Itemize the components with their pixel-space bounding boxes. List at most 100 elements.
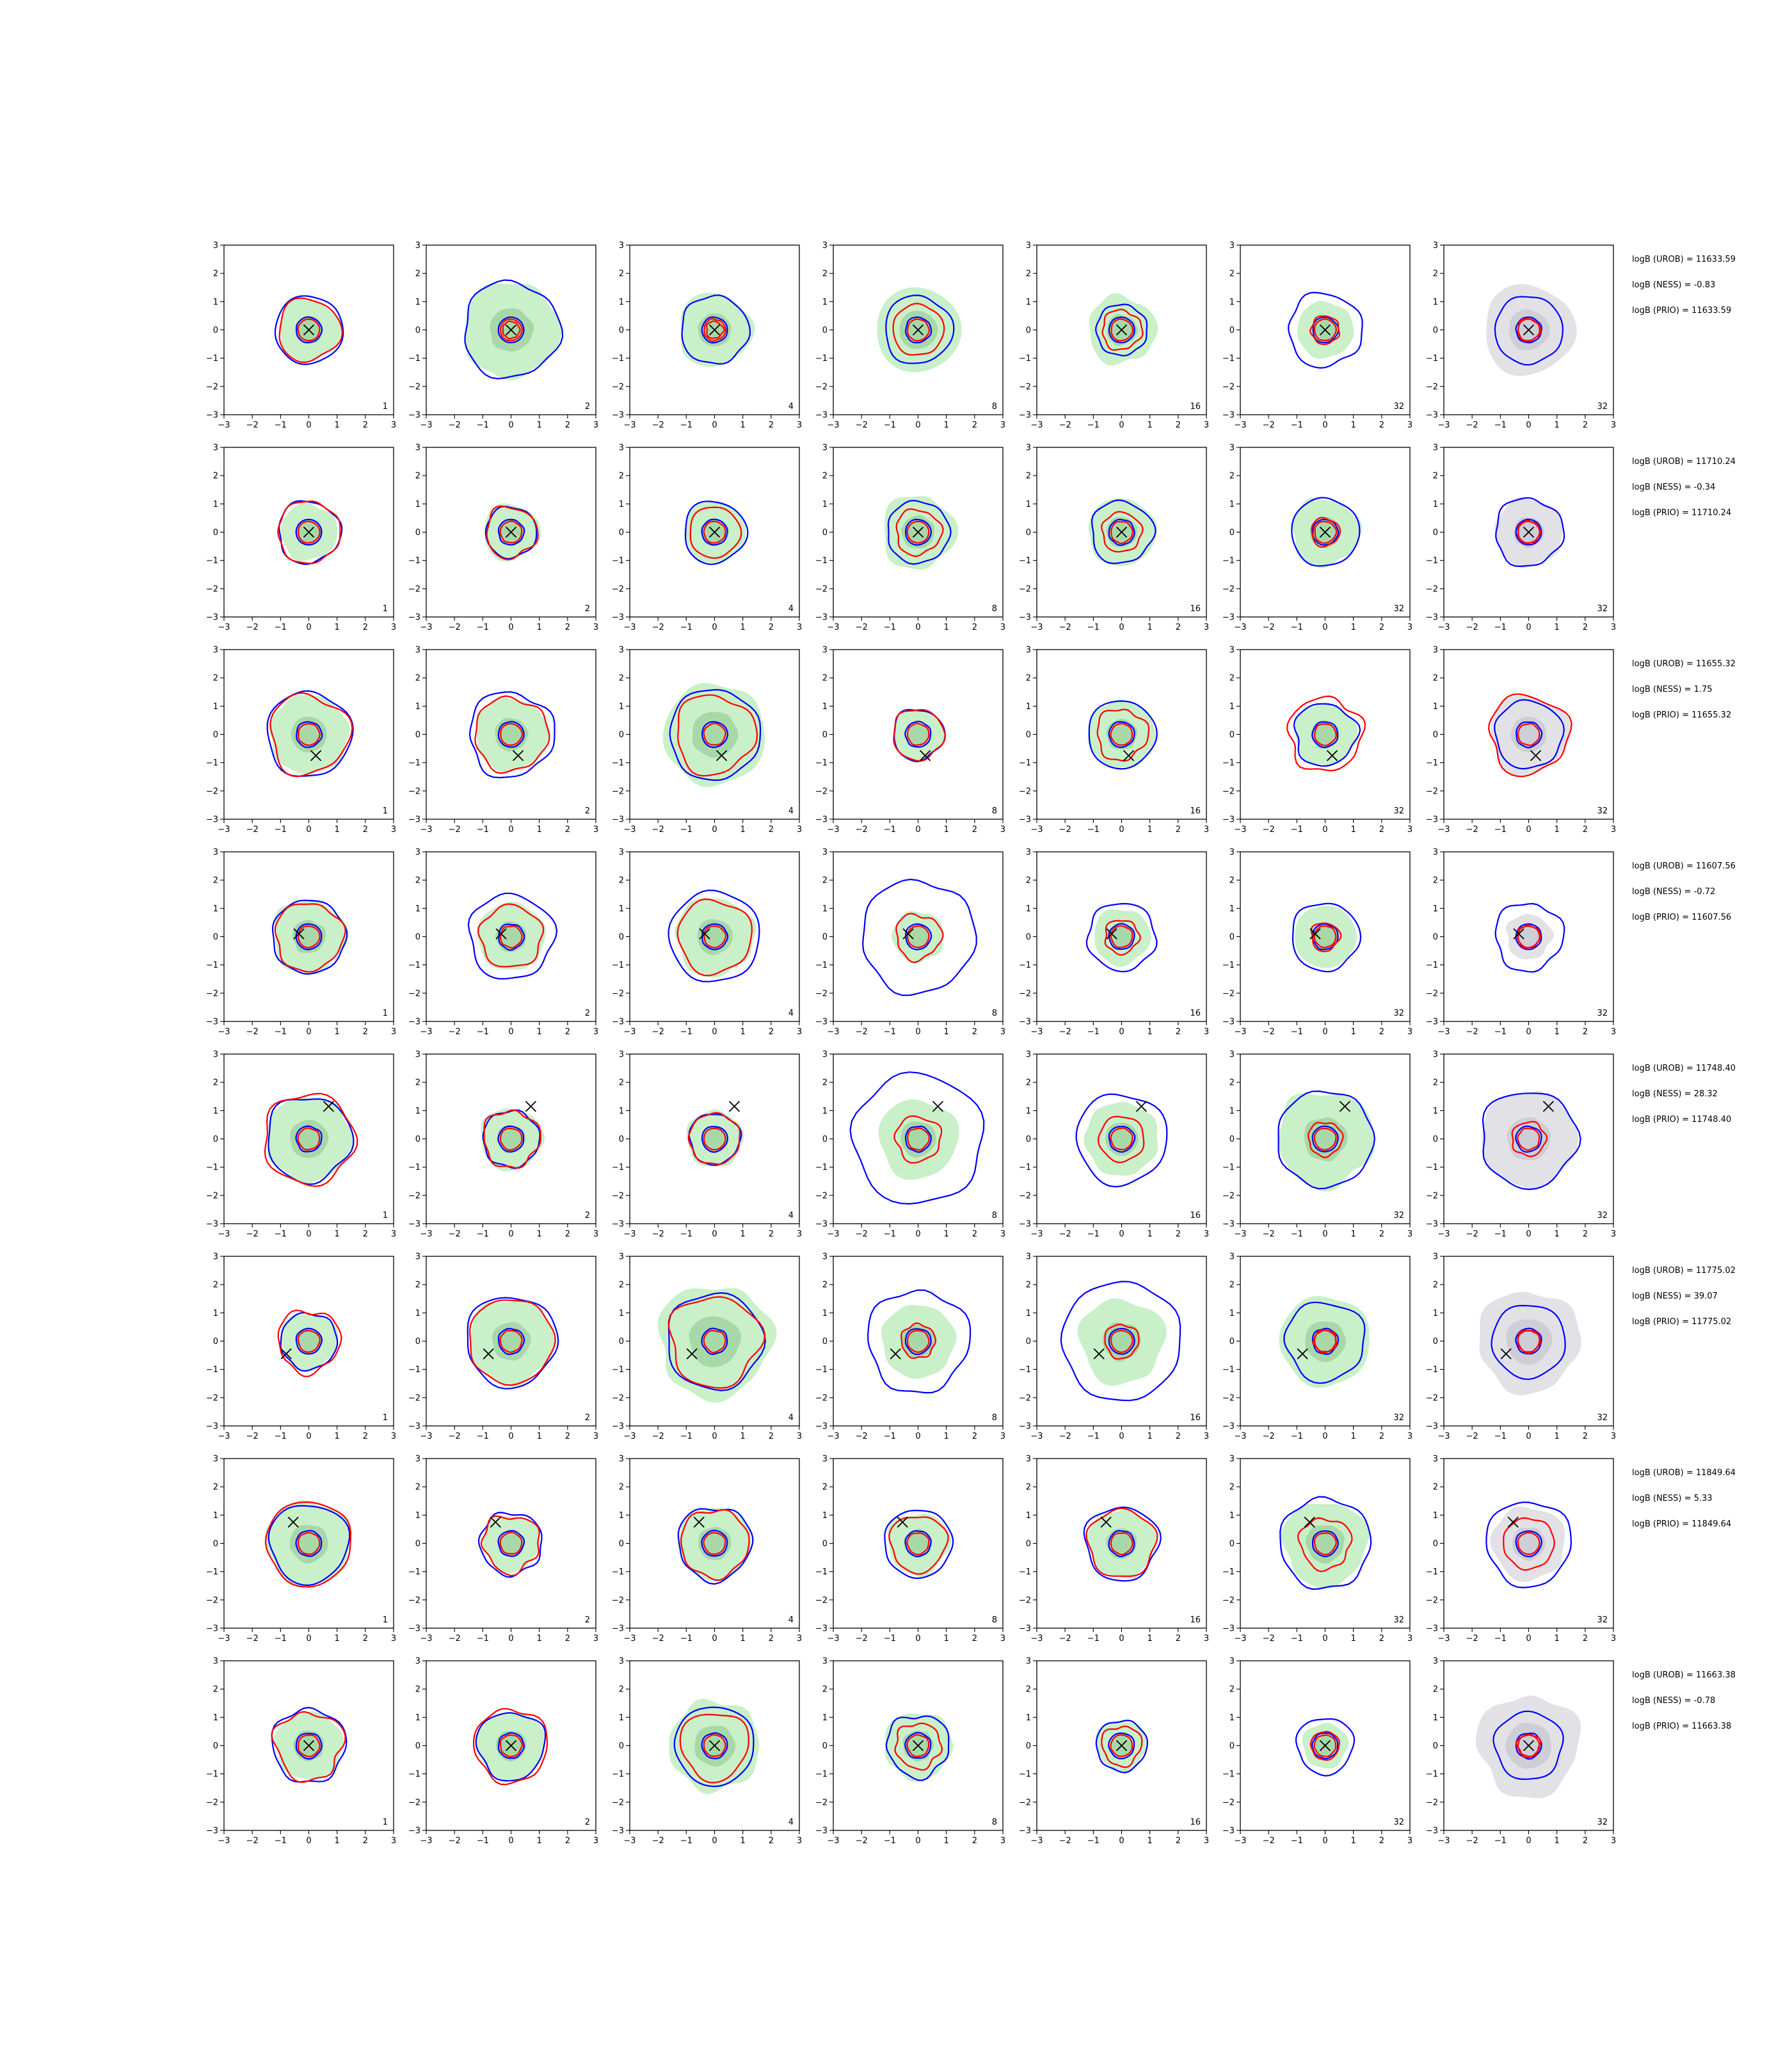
blue-contour-inner xyxy=(295,1125,323,1153)
y-tick-label: 3 xyxy=(619,1657,624,1667)
x-tick-label: 0 xyxy=(508,1432,513,1441)
blue-contour-inner xyxy=(1108,1126,1136,1153)
y-tick-label: 2 xyxy=(822,674,828,684)
y-tick-label: −1 xyxy=(206,1770,218,1779)
y-tick-label: −3 xyxy=(408,411,420,420)
blue-contour-inner xyxy=(1515,1327,1542,1355)
x-tick-label: 0 xyxy=(306,1432,311,1441)
x-tick-label: 3 xyxy=(1000,825,1005,835)
x-tick-label: 1 xyxy=(740,420,746,430)
red-contour-inner xyxy=(1313,1128,1337,1151)
y-tick-label: 2 xyxy=(1433,876,1438,886)
x-tick-label: −2 xyxy=(856,1027,868,1037)
y-tick-label: 3 xyxy=(415,646,420,655)
corner-label: 2 xyxy=(585,1413,590,1423)
y-tick-label: 2 xyxy=(1026,1685,1031,1695)
y-tick-label: 2 xyxy=(619,674,624,684)
y-tick-label: −1 xyxy=(1019,1770,1031,1779)
y-tick-label: 2 xyxy=(1026,876,1031,886)
y-tick-label: −2 xyxy=(1019,1596,1031,1605)
x-tick-label: 0 xyxy=(712,1027,717,1037)
x-tick-label: −3 xyxy=(1234,420,1246,430)
x-tick-label: 1 xyxy=(335,825,340,835)
y-tick-label: −1 xyxy=(206,556,218,566)
x-marker xyxy=(490,1516,501,1528)
x-tick-label: −3 xyxy=(1437,1836,1450,1846)
y-tick-label: −2 xyxy=(1019,382,1031,392)
blue-contour-outer xyxy=(1060,1281,1181,1402)
y-tick-label: −3 xyxy=(612,1220,624,1229)
y-tick-label: −2 xyxy=(612,1798,624,1807)
blue-contour-outer xyxy=(1288,291,1363,369)
x-tick-label: −2 xyxy=(1059,825,1071,835)
x-tick-label: 0 xyxy=(915,1836,920,1846)
x-tick-label: −1 xyxy=(275,420,287,430)
blue-contour-outer xyxy=(475,1712,547,1782)
y-tick-label: 1 xyxy=(415,702,420,712)
y-tick-label: −3 xyxy=(815,1422,828,1432)
y-tick-label: 0 xyxy=(1026,528,1031,538)
x-tick-label: 1 xyxy=(537,623,542,632)
logb-prio-label: logB (PRIO) = 11710.24 xyxy=(1632,508,1732,518)
y-tick-label: 3 xyxy=(822,1050,828,1060)
x-tick-label: 1 xyxy=(1351,1836,1356,1846)
y-tick-label: 3 xyxy=(822,1252,828,1262)
red-contour-outer xyxy=(888,1516,949,1575)
y-tick-label: −2 xyxy=(612,382,624,392)
y-tick-label: −1 xyxy=(815,354,828,364)
x-tick-label: 0 xyxy=(1322,1836,1327,1846)
y-tick-label: 1 xyxy=(1229,1107,1235,1116)
y-tick-label: −3 xyxy=(206,411,218,420)
y-tick-label: 0 xyxy=(1026,1337,1031,1347)
y-tick-label: −2 xyxy=(206,1191,218,1201)
x-tick-label: 0 xyxy=(1119,1432,1124,1441)
y-tick-label: 1 xyxy=(619,1107,624,1116)
red-contour-outer xyxy=(1297,1517,1353,1572)
x-tick-label: −3 xyxy=(1234,1027,1246,1037)
y-tick-label: 0 xyxy=(1433,1539,1438,1549)
y-tick-label: 0 xyxy=(213,1741,218,1751)
blue-contour-outer xyxy=(467,1297,559,1389)
x-tick-label: −3 xyxy=(218,623,230,632)
x-tick-label: −2 xyxy=(1059,1634,1071,1644)
red-contour-inner xyxy=(297,925,321,948)
x-tick-label: 3 xyxy=(1611,1634,1616,1644)
x-marker xyxy=(1530,749,1542,762)
x-tick-label: −2 xyxy=(652,1634,664,1644)
y-tick-label: 1 xyxy=(415,500,420,509)
x-tick-label: −3 xyxy=(218,1432,230,1441)
x-tick-label: 0 xyxy=(306,1836,311,1846)
y-tick-label: −3 xyxy=(206,613,218,623)
y-tick-label: 3 xyxy=(1433,848,1438,858)
x-tick-label: 1 xyxy=(335,1836,340,1846)
x-tick-label: −3 xyxy=(1437,420,1450,430)
blue-contour-inner xyxy=(1108,1732,1135,1759)
y-tick-label: 0 xyxy=(1433,730,1438,740)
x-tick-label: −1 xyxy=(884,1634,896,1644)
corner-label: 4 xyxy=(788,1818,794,1827)
y-tick-label: 1 xyxy=(619,904,624,914)
red-contour-outer xyxy=(486,505,539,561)
y-tick-label: 0 xyxy=(1026,1135,1031,1144)
x-marker xyxy=(1116,324,1128,336)
x-tick-label: −1 xyxy=(1494,1027,1507,1037)
y-tick-label: 3 xyxy=(213,241,218,251)
red-contour-inner xyxy=(906,520,930,544)
logb-urob-label: logB (UROB) = 11655.32 xyxy=(1632,659,1736,669)
x-tick-label: −1 xyxy=(477,420,489,430)
x-marker xyxy=(919,749,931,762)
y-tick-label: 0 xyxy=(822,528,828,538)
corner-label: 16 xyxy=(1190,402,1201,412)
logb-urob-label: logB (UROB) = 11633.59 xyxy=(1632,255,1736,264)
x-tick-label: 2 xyxy=(769,420,774,430)
y-tick-label: −1 xyxy=(1222,354,1235,364)
x-tick-label: −1 xyxy=(680,623,692,632)
y-tick-label: 1 xyxy=(1026,1713,1031,1723)
y-tick-label: −3 xyxy=(1019,1422,1031,1432)
